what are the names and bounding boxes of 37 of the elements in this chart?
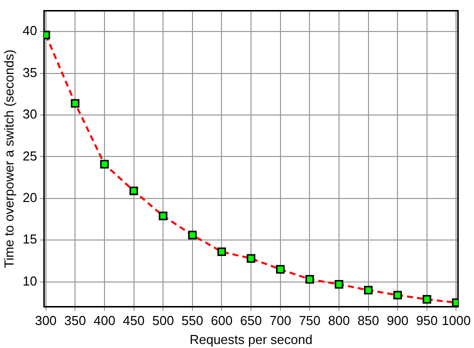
y-axis-title: Time to overpower a switch (seconds) — [1, 50, 16, 268]
point — [305, 275, 314, 284]
x-tick-label: 750 — [298, 313, 321, 328]
y-tick-label: 30 — [22, 106, 38, 122]
point — [276, 264, 285, 274]
y-tick-label: 25 — [22, 148, 38, 164]
x-tick-label: 650 — [240, 313, 262, 328]
y-tick-label: 40 — [22, 23, 38, 38]
x-tick-label: 850 — [357, 313, 380, 328]
x-tick-label: 450 — [122, 313, 145, 328]
y-tick-label: 10 — [22, 273, 38, 288]
point — [158, 212, 168, 220]
point — [246, 254, 256, 263]
point — [129, 186, 138, 196]
point — [364, 286, 373, 294]
point — [334, 280, 344, 289]
y-tick-label: 35 — [22, 64, 38, 80]
x-tick-label: 600 — [210, 313, 233, 328]
x-axis-title: Requests per second — [190, 332, 312, 347]
x-tick-label: 550 — [182, 313, 204, 328]
point — [393, 290, 402, 300]
x-tick-label: 400 — [94, 313, 116, 328]
x-tick-label: 1000 — [442, 313, 471, 328]
point — [188, 230, 197, 240]
x-tick-label: 350 — [64, 313, 86, 328]
x-tick-label: 900 — [386, 313, 408, 328]
x-tick-label: 800 — [328, 313, 350, 328]
x-tick-label: 950 — [416, 313, 438, 328]
y-tick-label: 15 — [22, 232, 38, 247]
x-tick-label: 500 — [152, 313, 174, 328]
x-tick-label: 700 — [269, 313, 292, 328]
point — [70, 99, 80, 108]
point — [100, 160, 109, 169]
point — [422, 295, 432, 304]
y-tick-label: 20 — [22, 190, 38, 205]
x-tick-label: 300 — [34, 313, 57, 328]
point — [217, 247, 226, 256]
